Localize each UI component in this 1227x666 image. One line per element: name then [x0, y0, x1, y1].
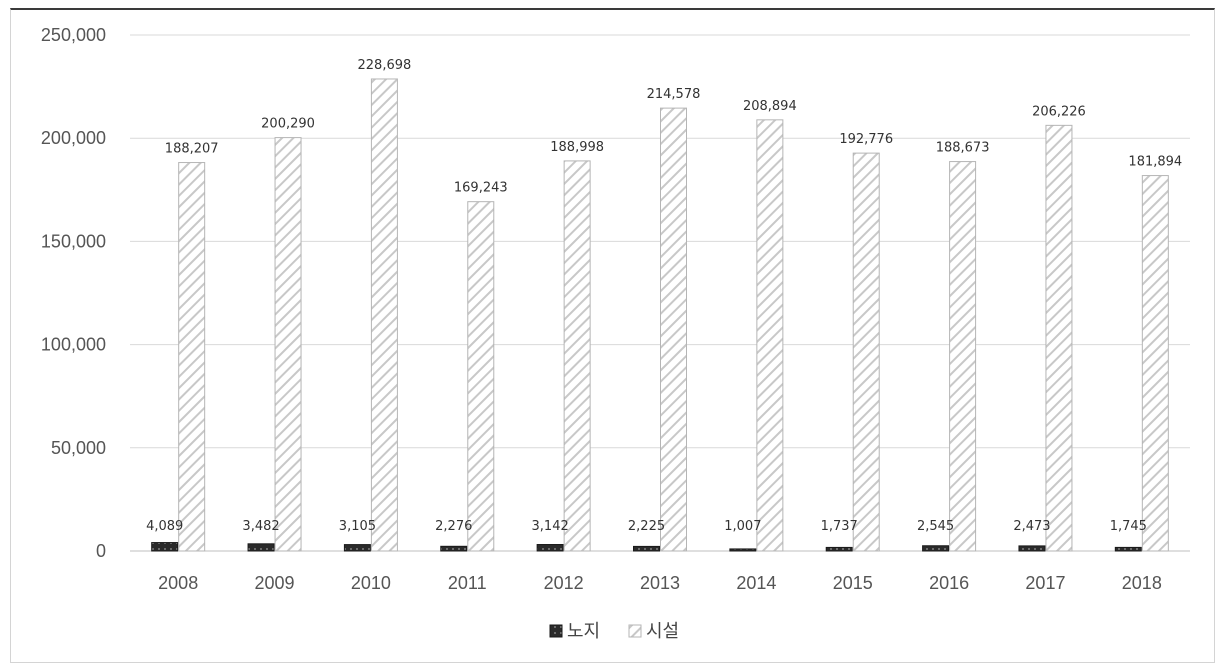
bar-siseol-2017: [1045, 124, 1073, 552]
x-tick-label: 2017: [1025, 573, 1065, 593]
data-label: 1,737: [821, 519, 858, 534]
data-label: 2,473: [1013, 519, 1050, 534]
bars: [151, 78, 1169, 552]
data-label: 1,007: [724, 519, 761, 534]
bar-noji-2015: [825, 546, 853, 552]
data-label: 188,673: [936, 141, 990, 156]
bar-siseol-2010: [370, 78, 398, 552]
bar-noji-2011: [440, 545, 468, 552]
bar-siseol-2014: [756, 119, 784, 552]
data-label: 2,225: [628, 519, 665, 534]
legend-swatch-siseol: [628, 624, 642, 638]
x-axis-ticks: 2008 2009 2010 2011 2012 2013 2014 2015 2016 2017…: [158, 573, 1162, 593]
x-tick-label: 2009: [255, 573, 295, 593]
x-tick-label: 2012: [544, 573, 584, 593]
data-label: 206,226: [1032, 104, 1086, 119]
bar-siseol-2009: [274, 137, 302, 552]
data-label: 2,276: [435, 519, 472, 534]
y-tick-label: 200,000: [41, 128, 106, 148]
legend: 노지 시설: [549, 621, 679, 642]
data-label: 3,105: [339, 519, 376, 534]
y-tick-label: 0: [96, 541, 106, 561]
y-tick-label: 100,000: [41, 335, 106, 355]
y-tick-label: 250,000: [41, 25, 106, 45]
x-tick-label: 2013: [640, 573, 680, 593]
x-tick-label: 2010: [351, 573, 391, 593]
legend-swatch-noji: [549, 624, 563, 638]
chart-frame: [10, 8, 1215, 663]
x-tick-label: 2008: [158, 573, 198, 593]
data-label: 1,745: [1110, 519, 1147, 534]
bar-noji-2012: [536, 544, 564, 552]
bar-noji-2017: [1018, 545, 1046, 552]
bar-siseol-2012: [563, 160, 591, 552]
data-label: 4,089: [146, 519, 183, 534]
data-label: 3,142: [532, 519, 569, 534]
data-label: 228,698: [358, 58, 412, 73]
bar-siseol-2013: [660, 107, 687, 552]
bar-noji-2014: [729, 548, 757, 552]
x-tick-label: 2018: [1122, 573, 1162, 593]
data-label: 188,998: [550, 140, 604, 155]
bar-noji-2018: [1114, 546, 1142, 552]
y-axis-ticks: 0 50,000 100,000 150,000 200,000 250,000: [41, 25, 106, 561]
x-tick-label: 2015: [833, 573, 873, 593]
bar-siseol-2016: [949, 161, 977, 552]
x-tick-label: 2016: [929, 573, 969, 593]
bar-noji-2009: [247, 543, 275, 552]
legend-label-noji: 노지: [567, 621, 600, 642]
data-label: 181,894: [1128, 155, 1182, 170]
data-label: 214,578: [647, 87, 701, 102]
bar-noji-2010: [343, 544, 371, 552]
x-tick-label: 2014: [736, 573, 776, 593]
data-label: 188,207: [165, 142, 219, 157]
x-tick-label: 2011: [448, 573, 487, 593]
y-tick-label: 150,000: [41, 231, 106, 251]
data-label: 2,545: [917, 519, 954, 534]
bar-noji-2016: [922, 545, 950, 552]
bar-noji-2008: [151, 542, 179, 552]
bar-noji-2013: [633, 545, 660, 552]
data-label: 169,243: [454, 181, 508, 196]
legend-label-siseol: 시설: [646, 621, 679, 642]
bar-siseol-2008: [178, 162, 206, 552]
data-label: 208,894: [743, 99, 797, 114]
y-tick-label: 50,000: [51, 438, 106, 458]
bar-siseol-2015: [852, 152, 880, 552]
data-label: 200,290: [261, 117, 315, 132]
data-label: 3,482: [242, 519, 279, 534]
data-labels: 4,089 188,207 3,482 200,290 3,105 228,698 2,27…: [146, 58, 1182, 534]
bar-siseol-2011: [467, 201, 495, 552]
data-label: 192,776: [839, 132, 893, 147]
bar-siseol-2018: [1141, 175, 1169, 552]
